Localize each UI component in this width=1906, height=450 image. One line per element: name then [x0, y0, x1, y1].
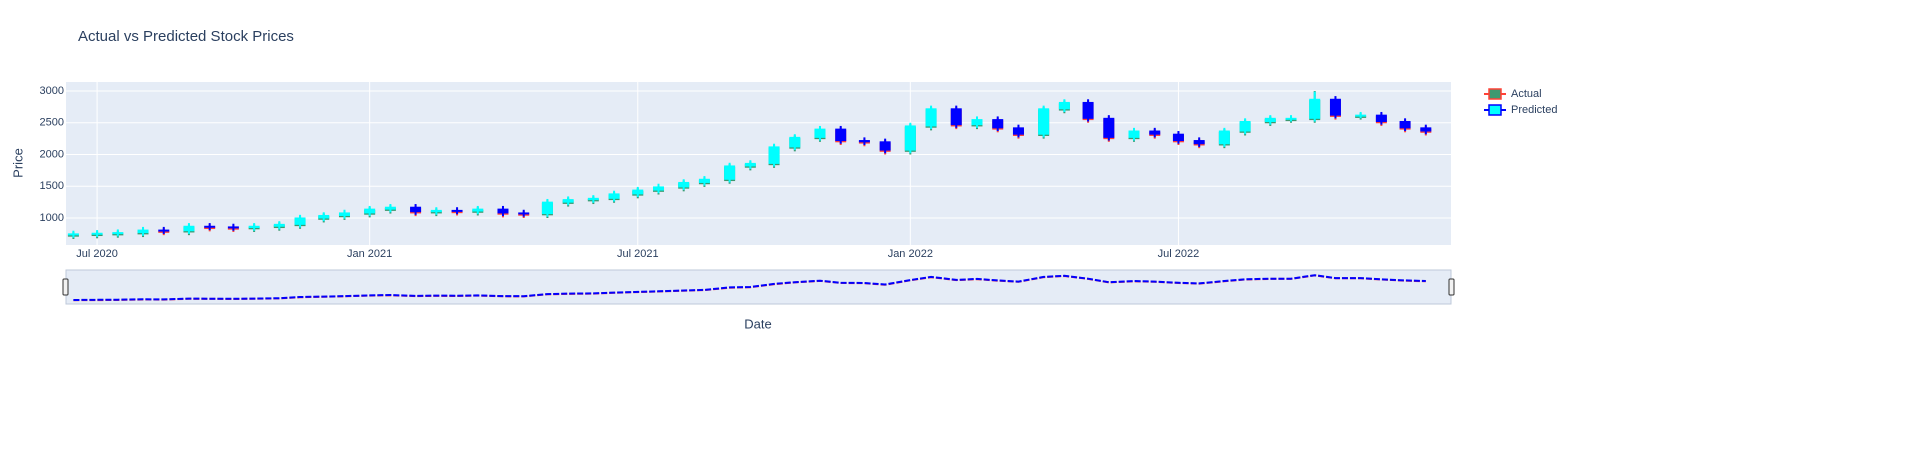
candle-body	[541, 201, 553, 215]
candle-body	[338, 212, 350, 216]
candle-body	[1103, 117, 1115, 138]
candle-body	[971, 119, 983, 126]
x-tick-label: Jul 2020	[76, 248, 118, 260]
candle-body	[158, 229, 170, 232]
chart-title: Actual vs Predicted Stock Prices	[78, 28, 294, 45]
candle-body	[632, 189, 644, 195]
y-axis-title: Price	[10, 148, 25, 178]
candle-body	[430, 209, 442, 213]
legend-label: Actual	[1511, 88, 1542, 100]
y-tick-label: 1000	[40, 212, 64, 224]
candle-body	[364, 208, 376, 214]
candle-body	[789, 136, 801, 148]
candle-body	[248, 225, 260, 229]
candle-body	[904, 125, 916, 151]
legend-item[interactable]: Predicted	[1484, 104, 1557, 116]
x-axis-title: Date	[744, 316, 771, 331]
legend-label: Predicted	[1511, 104, 1557, 116]
candle-body	[562, 199, 574, 203]
candle-body	[112, 232, 124, 235]
candle-body	[273, 223, 285, 227]
slider-handle[interactable]	[62, 278, 69, 296]
candle-body	[518, 212, 530, 215]
slider-handle[interactable]	[1448, 278, 1455, 296]
candle-body	[678, 181, 690, 188]
candle-body	[1082, 101, 1094, 119]
candle-body	[835, 128, 847, 142]
legend-item[interactable]: Actual	[1484, 88, 1542, 100]
candle-body	[724, 165, 736, 180]
candle-body	[91, 232, 103, 235]
legend-swatch	[1488, 104, 1502, 116]
candle-body	[1329, 98, 1341, 116]
candle-body	[768, 146, 780, 164]
x-tick-label: Jan 2022	[888, 248, 933, 260]
y-tick-label: 1500	[40, 180, 64, 192]
candle-body	[1218, 130, 1230, 145]
candle-body	[1355, 114, 1367, 117]
candle-body	[587, 197, 599, 201]
candle-body	[1264, 117, 1276, 122]
plot-area	[66, 82, 1451, 245]
candle-body	[1239, 120, 1251, 132]
candle-body	[992, 119, 1004, 129]
candle-body	[1012, 127, 1024, 135]
x-tick-label: Jul 2021	[617, 248, 659, 260]
candle-body	[1193, 140, 1205, 145]
candle-body	[698, 178, 710, 183]
candle-body	[608, 193, 620, 199]
candle-body	[497, 208, 509, 214]
y-tick-label: 2000	[40, 148, 64, 160]
candle-body	[1149, 130, 1161, 135]
candle-body	[1058, 101, 1070, 110]
candle-body	[950, 108, 962, 126]
candle-body	[858, 140, 870, 143]
legend-swatch	[1488, 88, 1502, 100]
candle-body	[67, 233, 79, 236]
y-tick-label: 3000	[40, 85, 64, 97]
candle-body	[294, 217, 306, 225]
candle-body	[451, 209, 463, 212]
candle-body	[814, 128, 826, 138]
candles	[67, 91, 1432, 239]
candle-body	[1285, 117, 1297, 120]
candle-body	[183, 225, 195, 232]
candle-body	[744, 162, 756, 167]
candle-body	[318, 214, 330, 219]
candle-body	[410, 206, 422, 213]
candle-body	[227, 226, 239, 229]
x-tick-label: Jan 2021	[347, 248, 392, 260]
y-tick-label: 2500	[40, 117, 64, 129]
candle-body	[1309, 98, 1321, 119]
x-tick-label: Jul 2022	[1158, 248, 1200, 260]
candle-body	[653, 186, 665, 191]
candle-body	[1172, 133, 1184, 142]
candle-body	[925, 108, 937, 127]
candle-body	[1420, 127, 1432, 132]
candle-body	[137, 229, 149, 234]
candle-body	[1038, 108, 1050, 135]
candle-body	[1128, 130, 1140, 138]
slider-line	[73, 274, 1426, 301]
candle-body	[204, 225, 216, 228]
candle-body	[1399, 120, 1411, 129]
candle-body	[1375, 114, 1387, 122]
candle-body	[384, 206, 396, 210]
candle-body	[879, 141, 891, 151]
candle-body	[472, 208, 484, 212]
